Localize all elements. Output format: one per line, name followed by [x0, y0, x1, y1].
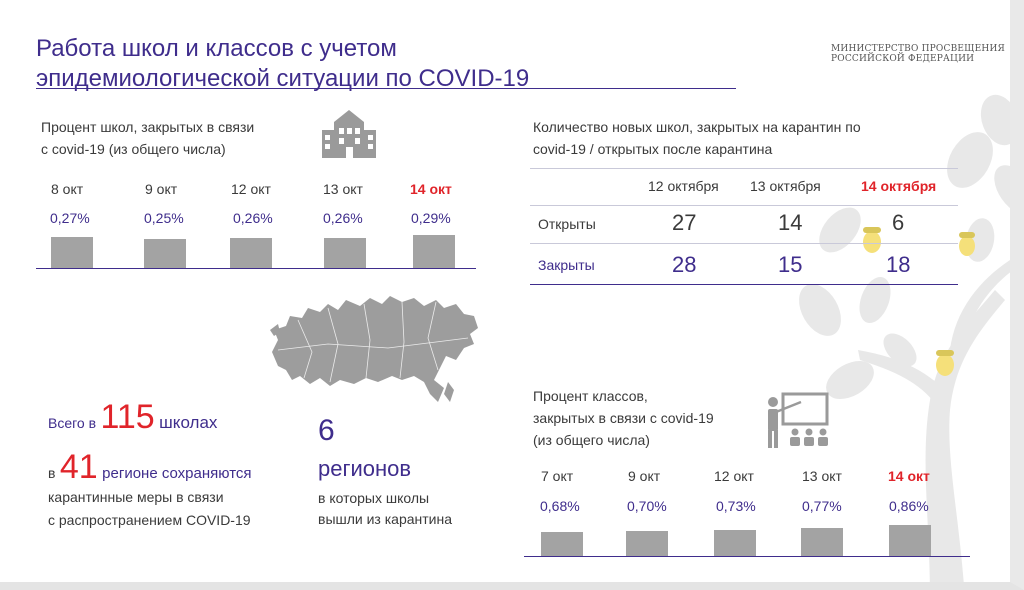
schools-bar — [230, 238, 272, 268]
released-line-1: в которых школы — [318, 490, 430, 506]
classes-bar — [714, 530, 756, 556]
regions-suffix: регионе сохраняются — [102, 465, 252, 482]
schools-value-label: 0,27% — [50, 210, 90, 226]
schools-value-label: 0,25% — [144, 210, 184, 226]
classes-chart-title-line-1: Процент классов, — [533, 388, 648, 404]
table-title-line-2: covid-19 / открытых после карантина — [533, 141, 773, 157]
classes-category-label: 9 окт — [628, 468, 661, 484]
school-building-icon — [322, 110, 376, 158]
classes-bar — [889, 525, 931, 556]
table-row-label: Открыты — [538, 216, 596, 232]
classes-bar — [626, 531, 668, 556]
schools-category-label: 9 окт — [145, 181, 178, 197]
regions-stat-line-2: карантинные меры в связи — [48, 489, 224, 505]
table-rule — [530, 243, 958, 244]
table-column-header: 12 октября — [648, 178, 719, 194]
released-line-2: вышли из карантина — [318, 511, 453, 527]
oak-tree-icon — [799, 94, 1024, 590]
schools-bar — [413, 235, 455, 268]
table-rule — [530, 205, 958, 206]
table-row-label: Закрыты — [538, 257, 595, 273]
schools-category-label: 12 окт — [231, 181, 271, 197]
schools-chart-title: Процент школ, закрытых в связи с covid-1… — [41, 116, 254, 160]
classes-axis — [524, 556, 970, 557]
ministry-line-2: РОССИЙСКОЙ ФЕДЕРАЦИИ — [831, 54, 975, 64]
teacher-board-icon — [768, 392, 829, 448]
table-cell: 6 — [892, 210, 905, 235]
schools-value-label: 0,26% — [323, 210, 363, 226]
regions-stat-line-1: в 41 регионе сохраняются — [48, 448, 252, 487]
acorn-icon — [863, 227, 975, 376]
classes-bar — [801, 528, 843, 556]
schools-category-label: 13 окт — [323, 181, 363, 197]
classes-chart-title: Процент классов, закрытых в связи с covi… — [533, 385, 714, 451]
table-title-line-1: Количество новых школ, закрытых на каран… — [533, 119, 861, 135]
released-regions-number: 6 — [318, 414, 335, 447]
regions-stat-text: карантинные меры в связи с распространен… — [48, 486, 251, 532]
schools-total-prefix: Всего в — [48, 415, 97, 431]
schools-chart-title-line-1: Процент школ, закрытых в связи — [41, 119, 255, 135]
schools-chart-title-line-2: с covid-19 (из общего числа) — [41, 141, 226, 157]
classes-chart-title-line-2: закрытых в связи с covid-19 — [533, 410, 714, 426]
table-cell: 18 — [886, 252, 911, 277]
regions-prefix: в — [48, 465, 56, 481]
classes-value-label: 0,68% — [540, 498, 580, 514]
classes-bar — [541, 532, 583, 556]
schools-category-label: 8 окт — [51, 181, 84, 197]
regions-number: 41 — [59, 448, 98, 486]
ministry-line-1: МИНИСТЕРСТВО ПРОСВЕЩЕНИЯ — [831, 44, 1005, 54]
classes-category-label-highlight: 14 окт — [888, 468, 930, 484]
schools-bar — [51, 237, 93, 268]
table-cell: 28 — [672, 252, 697, 277]
table-cell: 14 — [778, 210, 803, 235]
regions-stat-line-3: с распространением COVID-19 — [48, 512, 251, 528]
schools-bar — [144, 239, 186, 268]
table-column-header: 13 октября — [750, 178, 821, 194]
schools-value-label: 0,29% — [411, 210, 451, 226]
table-cell: 27 — [672, 210, 697, 235]
page-title: Работа школ и классов с учетом эпидемиол… — [36, 34, 529, 94]
classes-value-label: 0,73% — [716, 498, 756, 514]
classes-category-label: 13 окт — [802, 468, 842, 484]
classes-value-label: 0,70% — [627, 498, 667, 514]
russia-map-icon — [270, 296, 478, 402]
schools-total-stat: Всего в 115 школах — [48, 398, 217, 442]
classes-category-label: 12 окт — [714, 468, 754, 484]
title-line-2: эпидемиологической ситуации по COVID-19 — [36, 65, 530, 92]
schools-total-number: 115 — [100, 398, 155, 436]
classes-category-label: 7 окт — [541, 468, 574, 484]
table-title: Количество новых школ, закрытых на каран… — [533, 116, 861, 160]
table-cell: 15 — [778, 252, 803, 277]
classes-chart-title-line-3: (из общего числа) — [533, 432, 650, 448]
classes-value-label: 0,77% — [802, 498, 842, 514]
title-underline — [36, 88, 736, 89]
schools-category-label-highlight: 14 окт — [410, 181, 452, 197]
table-rule-bottom — [530, 284, 958, 285]
schools-total-suffix: школах — [159, 413, 218, 432]
schools-bar — [324, 238, 366, 268]
table-column-header-highlight: 14 октября — [861, 178, 937, 194]
table-rule-top — [530, 168, 958, 169]
schools-value-label: 0,26% — [233, 210, 273, 226]
released-regions-word: регионов — [318, 456, 412, 481]
released-regions-text: в которых школы вышли из карантина — [318, 488, 452, 530]
classes-value-label: 0,86% — [889, 498, 929, 514]
schools-axis — [36, 268, 476, 269]
ministry-logo: МИНИСТЕРСТВО ПРОСВЕЩЕНИЯ РОССИЙСКОЙ ФЕДЕ… — [831, 44, 1005, 64]
title-line-1: Работа школ и классов с учетом — [36, 35, 397, 62]
